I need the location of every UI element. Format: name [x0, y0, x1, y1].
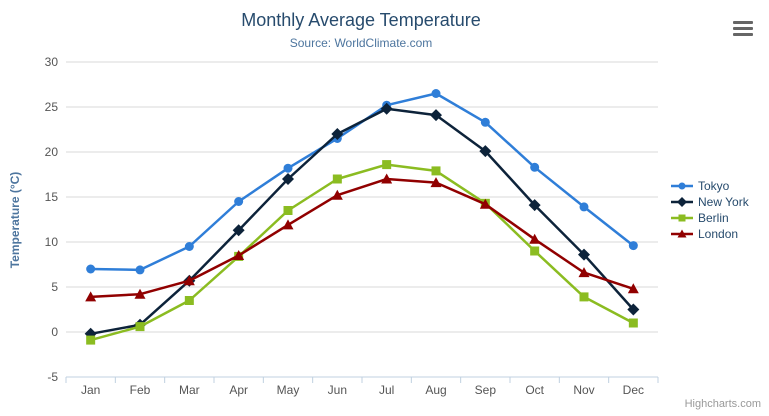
- y-axis-label-20: 20: [45, 145, 59, 159]
- chart-title: Monthly Average Temperature: [241, 10, 481, 30]
- berlin-legend-marker-icon: [671, 214, 693, 222]
- legend-symbol-square: [678, 214, 686, 222]
- x-axis-label-dec: Dec: [623, 383, 644, 397]
- legend-label: Berlin: [698, 211, 729, 225]
- x-axis-label-nov: Nov: [573, 383, 594, 397]
- point-berlin-feb[interactable]: [135, 322, 145, 332]
- legend-label: Tokyo: [698, 179, 730, 193]
- x-axis-label-jun: Jun: [328, 383, 347, 397]
- point-berlin-oct[interactable]: [530, 246, 540, 256]
- legend-label: New York: [698, 195, 749, 209]
- point-new-york-oct[interactable]: [528, 199, 541, 212]
- point-new-york-jul[interactable]: [380, 102, 393, 115]
- point-berlin-jun[interactable]: [332, 174, 342, 184]
- point-new-york-dec[interactable]: [627, 303, 640, 316]
- point-tokyo-dec[interactable]: [628, 241, 638, 251]
- series-new-york-line: [89, 107, 635, 336]
- point-berlin-aug[interactable]: [431, 166, 441, 176]
- tokyo-legend-marker-icon: [671, 182, 693, 190]
- legend-item-berlin[interactable]: Berlin: [671, 210, 749, 226]
- series-berlin-line: [89, 163, 635, 342]
- point-london-feb[interactable]: [134, 288, 146, 299]
- hamburger-bar: [733, 26, 753, 30]
- point-berlin-dec[interactable]: [628, 318, 638, 328]
- x-axis-label-mar: Mar: [179, 383, 200, 397]
- legend: Tokyo New York Berlin London: [671, 178, 749, 242]
- point-tokyo-feb[interactable]: [135, 265, 145, 275]
- point-london-aug[interactable]: [430, 177, 442, 188]
- point-london-jul[interactable]: [381, 173, 393, 184]
- point-new-york-sep[interactable]: [479, 145, 492, 158]
- x-axis-label-jan: Jan: [81, 383, 100, 397]
- hamburger-bar: [733, 20, 753, 24]
- point-london-sep[interactable]: [479, 198, 491, 209]
- point-new-york-apr[interactable]: [232, 224, 245, 237]
- london-legend-marker-icon: [671, 229, 693, 238]
- series-london-line: [89, 177, 635, 299]
- highcharts-credits-link[interactable]: Highcharts.com: [684, 398, 761, 410]
- point-tokyo-oct[interactable]: [530, 162, 540, 172]
- legend-symbol-circle: [678, 182, 686, 190]
- y-axis-label-5: 5: [51, 280, 58, 294]
- point-tokyo-may[interactable]: [283, 163, 293, 173]
- point-tokyo-aug[interactable]: [431, 89, 441, 98]
- point-london-nov[interactable]: [578, 267, 590, 278]
- y-axis-label-10: 10: [45, 235, 59, 249]
- y-axis-title: Temperature (°C): [8, 171, 22, 269]
- point-tokyo-nov[interactable]: [579, 202, 589, 212]
- point-berlin-nov[interactable]: [579, 292, 589, 302]
- series-tokyo-line: [89, 92, 635, 272]
- legend-label: London: [698, 227, 739, 241]
- point-new-york-may[interactable]: [282, 173, 294, 185]
- legend-symbol-diamond: [677, 197, 687, 207]
- legend-item-london[interactable]: London: [671, 226, 749, 242]
- y-axis-label-25: 25: [45, 100, 59, 114]
- x-axis-label-aug: Aug: [425, 383, 446, 397]
- x-axis-label-sep: Sep: [475, 383, 497, 397]
- point-london-dec[interactable]: [627, 283, 639, 294]
- point-london-apr[interactable]: [233, 250, 245, 260]
- chart-subtitle: Source: WorldClimate.com: [289, 36, 433, 50]
- point-berlin-mar[interactable]: [184, 296, 194, 305]
- point-london-may[interactable]: [282, 219, 294, 230]
- point-new-york-jun[interactable]: [331, 128, 344, 140]
- x-axis-label-oct: Oct: [525, 383, 544, 397]
- point-new-york-aug[interactable]: [430, 109, 442, 122]
- x-axis-label-apr: Apr: [229, 383, 248, 397]
- y-axis-label--5: -5: [47, 370, 58, 384]
- y-axis-label-15: 15: [45, 190, 59, 204]
- point-london-oct[interactable]: [529, 233, 541, 244]
- hamburger-icon: [733, 20, 755, 36]
- point-berlin-jan[interactable]: [86, 335, 96, 345]
- point-berlin-jul[interactable]: [382, 160, 392, 170]
- y-axis-label-0: 0: [51, 325, 58, 339]
- point-london-mar[interactable]: [183, 275, 195, 286]
- legend-symbol-triangle: [677, 229, 687, 238]
- point-london-jun[interactable]: [331, 189, 343, 200]
- point-tokyo-mar[interactable]: [184, 242, 194, 251]
- hamburger-bar: [733, 32, 753, 36]
- point-london-jan[interactable]: [85, 291, 97, 302]
- export-menu-button[interactable]: [733, 20, 755, 36]
- point-tokyo-jan[interactable]: [86, 264, 96, 274]
- point-new-york-nov[interactable]: [578, 248, 590, 261]
- x-axis-label-may: May: [277, 383, 300, 397]
- legend-item-tokyo[interactable]: Tokyo: [671, 178, 749, 194]
- y-axis-label-30: 30: [45, 55, 59, 69]
- point-tokyo-apr[interactable]: [234, 197, 244, 206]
- point-berlin-may[interactable]: [283, 206, 293, 215]
- x-axis-label-feb: Feb: [130, 383, 151, 397]
- new-york-legend-marker-icon: [671, 197, 693, 207]
- x-axis-label-jul: Jul: [379, 383, 394, 397]
- legend-item-new-york[interactable]: New York: [671, 194, 749, 210]
- point-tokyo-sep[interactable]: [480, 117, 490, 127]
